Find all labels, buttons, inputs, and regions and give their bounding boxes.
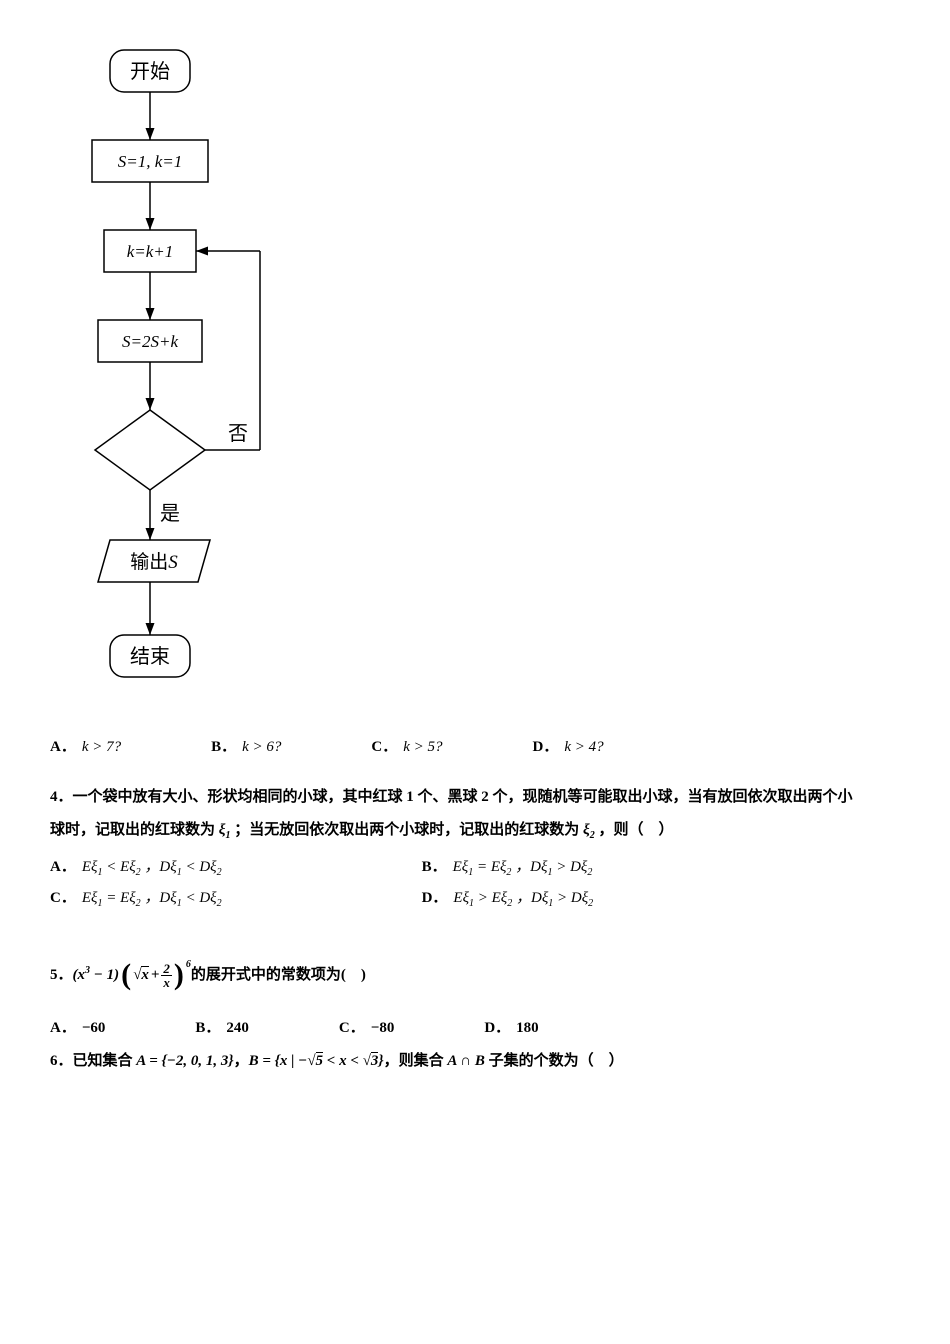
q4-option-a: A． Eξ1 < Eξ2 ，Dξ1 < Dξ2	[50, 855, 222, 878]
node-decision	[95, 410, 205, 490]
node-start-label: 开始	[130, 60, 170, 83]
q3-option-a: A． k > 7?	[50, 735, 121, 756]
opt-label-d: D．	[533, 735, 559, 756]
q5-tail: 的展开式中的常数项为( )	[191, 959, 366, 992]
q5-option-c: C．−80	[339, 1016, 394, 1037]
q4-l2c: ，则（ ）	[599, 822, 674, 838]
q4-a-math: Eξ1 < Eξ2 ，Dξ1 < Dξ2	[82, 855, 222, 878]
q5-a: −60	[82, 1020, 106, 1037]
q4: 4．一个袋中放有大小、形状均相同的小球，其中红球 1 个、黑球 2 个，现随机等…	[50, 781, 900, 909]
q4-row2: C． Eξ1 = Eξ2 ，Dξ1 < Dξ2 D． Eξ1 > Eξ2 ，Dξ…	[50, 886, 900, 909]
q3-option-c: C． k > 5?	[371, 735, 442, 756]
q3-d-text: k > 4?	[564, 739, 603, 756]
q5-b: 240	[226, 1020, 249, 1037]
flowchart-svg: 开始 S=1, k=1 k=k+1 S=2S+k 否 是 输出S 结束	[50, 40, 310, 700]
node-init-label: S=1, k=1	[118, 152, 183, 171]
q6-b: ，则集合	[384, 1045, 444, 1078]
label-yes: 是	[160, 503, 180, 525]
q5: 5． (x3 − 1) ( √x + 2x )6 的展开式中的常数项为( ) A…	[50, 942, 900, 1037]
q5-options: A．−60 B．240 C．−80 D．180	[50, 1016, 900, 1037]
q4-stem-line1: 4．一个袋中放有大小、形状均相同的小球，其中红球 1 个、黑球 2 个，现随机等…	[50, 781, 900, 814]
q6: 6． 已知集合 A = {−2, 0, 1, 3} ， B = {x | −√5…	[50, 1045, 900, 1078]
q4-b-math: Eξ1 = Eξ2 ，Dξ1 > Dξ2	[453, 855, 593, 878]
node-upd-label: S=2S+k	[122, 332, 178, 351]
q6-number: 6．	[50, 1045, 73, 1078]
q3-options: A． k > 7? B． k > 6? C． k > 5? D． k > 4?	[50, 735, 900, 756]
q5-frac-num: 2	[161, 962, 172, 976]
q5-frac-den: x	[161, 976, 172, 989]
q6-stem: 6． 已知集合 A = {−2, 0, 1, 3} ， B = {x | −√5…	[50, 1045, 900, 1078]
q6-a: 已知集合	[73, 1045, 133, 1078]
q4-l2a: 球时，记取出的红球数为	[50, 822, 215, 838]
q5-option-b: B．240	[195, 1016, 249, 1037]
q5-expr: (x3 − 1) ( √x + 2x )6	[73, 942, 191, 1008]
q4-option-b: B． Eξ1 = Eξ2 ，Dξ1 > Dξ2	[422, 855, 593, 878]
q5-number: 5．	[50, 959, 73, 992]
q6-setA: A = {−2, 0, 1, 3}	[133, 1045, 234, 1078]
q6-setB: B = {x | −√5 < x < √3}	[249, 1045, 384, 1078]
opt-label-b: B．	[211, 735, 236, 756]
q4-stem-line2: 球时，记取出的红球数为 ξ1 ；当无放回依次取出两个小球时，记取出的红球数为 ξ…	[50, 814, 900, 847]
node-output-label: 输出S	[130, 551, 178, 573]
q3-option-d: D． k > 4?	[533, 735, 604, 756]
q4-c-math: Eξ1 = Eξ2 ，Dξ1 < Dξ2	[82, 886, 222, 909]
q5-option-d: D．180	[484, 1016, 538, 1037]
flowchart: 开始 S=1, k=1 k=k+1 S=2S+k 否 是 输出S 结束	[50, 40, 900, 705]
node-inc-label: k=k+1	[127, 242, 174, 261]
node-end-label: 结束	[130, 645, 170, 668]
q4-option-c: C． Eξ1 = Eξ2 ，Dξ1 < Dξ2	[50, 886, 222, 909]
q5-option-a: A．−60	[50, 1016, 105, 1037]
q5-c: −80	[371, 1020, 395, 1037]
q5-stem: 5． (x3 − 1) ( √x + 2x )6 的展开式中的常数项为( )	[50, 942, 900, 1008]
q5-d: 180	[516, 1020, 539, 1037]
opt-label-c: C．	[371, 735, 397, 756]
q4-line1-text: 一个袋中放有大小、形状均相同的小球，其中红球 1 个、黑球 2 个，现随机等可能…	[73, 789, 853, 805]
q6-c: 子集的个数为（ ）	[489, 1045, 624, 1078]
q4-option-d: D． Eξ1 > Eξ2 ，Dξ1 > Dξ2	[422, 886, 594, 909]
opt-label-a: A．	[50, 735, 76, 756]
q5-power: 6	[186, 954, 191, 976]
label-no: 否	[228, 423, 248, 445]
q4-number: 4．	[50, 789, 73, 805]
q4-xi1: ξ1	[219, 822, 231, 838]
q6-comma1: ，	[234, 1045, 249, 1078]
q4-d-math: Eξ1 > Eξ2 ，Dξ1 > Dξ2	[453, 886, 593, 909]
q4-xi2: ξ2	[583, 822, 595, 838]
q3-option-b: B． k > 6?	[211, 735, 281, 756]
q3-a-text: k > 7?	[82, 739, 121, 756]
q4-row1: A． Eξ1 < Eξ2 ，Dξ1 < Dξ2 B． Eξ1 = Eξ2 ，Dξ…	[50, 855, 900, 878]
q6-AcapB: A ∩ B	[444, 1045, 489, 1078]
q3-b-text: k > 6?	[242, 739, 281, 756]
q4-l2b: ；当无放回依次取出两个小球时，记取出的红球数为	[234, 822, 579, 838]
q3-c-text: k > 5?	[403, 739, 442, 756]
